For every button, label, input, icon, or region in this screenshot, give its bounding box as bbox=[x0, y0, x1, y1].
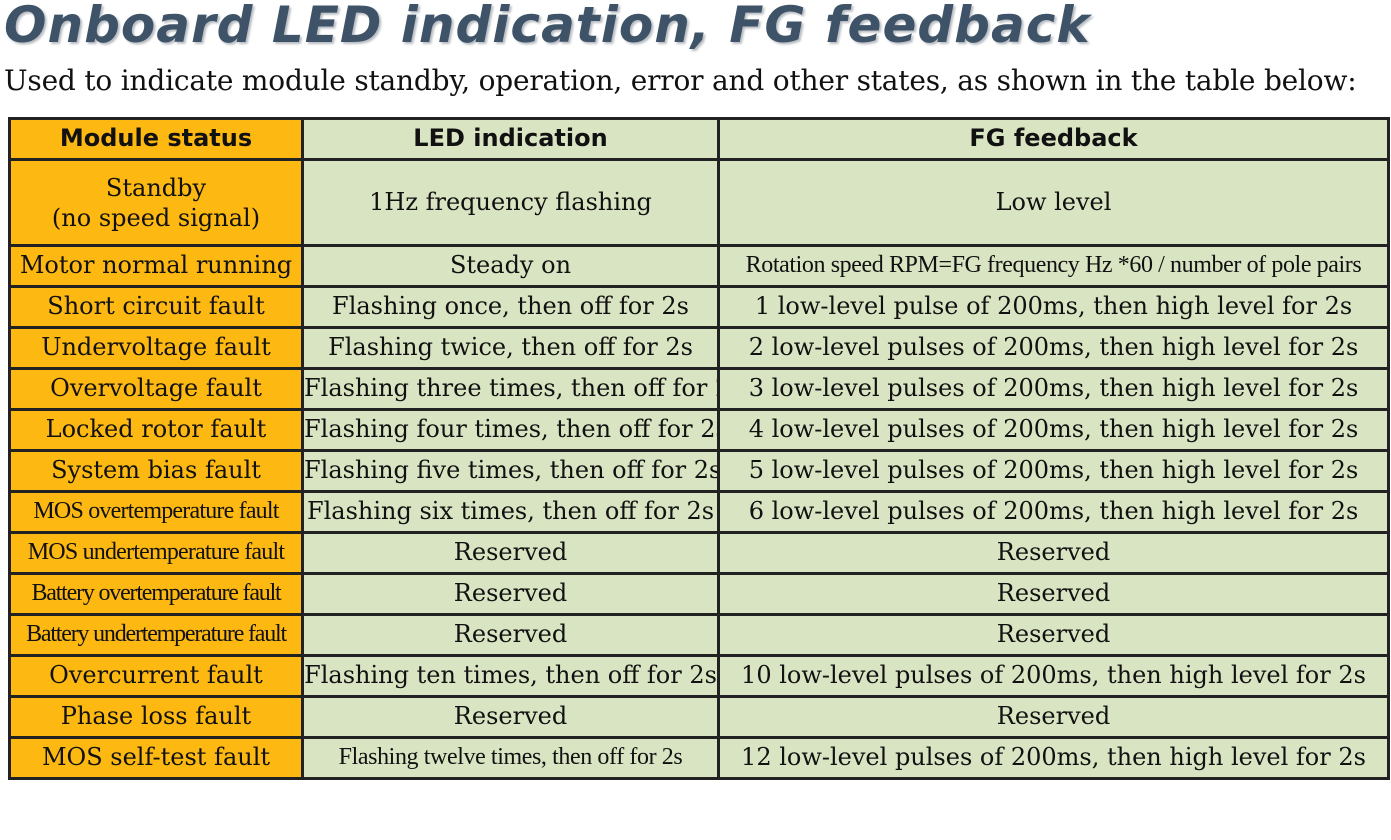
status-cell: Phase loss fault bbox=[8, 695, 304, 739]
led-cell: Flashing four times, then off for 2s bbox=[301, 408, 720, 452]
status-cell: Motor normal running bbox=[8, 244, 304, 288]
fg-cell: 3 low-level pulses of 200ms, then high l… bbox=[717, 367, 1390, 411]
table-row: Short circuit fault Flashing once, then … bbox=[8, 285, 1390, 329]
table-row: MOS undertemperature fault Reserved Rese… bbox=[8, 531, 1390, 575]
fg-cell: Reserved bbox=[717, 572, 1390, 616]
table-header-row: Module status LED indication FG feedback bbox=[8, 117, 1390, 161]
fg-cell: Reserved bbox=[717, 613, 1390, 657]
table-row: Locked rotor fault Flashing four times, … bbox=[8, 408, 1390, 452]
table-row: Undervoltage fault Flashing twice, then … bbox=[8, 326, 1390, 370]
page-title: Onboard LED indication, FG feedback bbox=[4, 0, 1091, 54]
status-cell-content: Standby (no speed signal) bbox=[52, 173, 260, 233]
led-cell: Flashing once, then off for 2s bbox=[301, 285, 720, 329]
fg-cell: Rotation speed RPM=FG frequency Hz *60 /… bbox=[717, 244, 1390, 288]
status-cell: Battery overtemperature fault bbox=[8, 572, 304, 616]
led-cell: Reserved bbox=[301, 613, 720, 657]
led-cell: Reserved bbox=[301, 572, 720, 616]
led-cell: Flashing three times, then off for 2s bbox=[301, 367, 720, 411]
header-module-status: Module status bbox=[8, 117, 304, 161]
status-cell: Short circuit fault bbox=[8, 285, 304, 329]
led-cell: 1Hz frequency flashing bbox=[301, 158, 720, 247]
led-cell: Flashing five times, then off for 2s bbox=[301, 449, 720, 493]
fg-cell: 4 low-level pulses of 200ms, then high l… bbox=[717, 408, 1390, 452]
table-row: MOS self-test fault Flashing twelve time… bbox=[8, 736, 1390, 780]
fg-cell: 2 low-level pulses of 200ms, then high l… bbox=[717, 326, 1390, 370]
header-led-indication: LED indication bbox=[301, 117, 720, 161]
table-row: MOS overtemperature fault Flashing six t… bbox=[8, 490, 1390, 534]
fg-cell: 1 low-level pulse of 200ms, then high le… bbox=[717, 285, 1390, 329]
status-cell: MOS overtemperature fault bbox=[8, 490, 304, 534]
status-line-2: (no speed signal) bbox=[51, 203, 261, 232]
table-row: Overcurrent fault Flashing ten times, th… bbox=[8, 654, 1390, 698]
status-cell: Battery undertemperature fault bbox=[8, 613, 304, 657]
table-row: Standby (no speed signal) 1Hz frequency … bbox=[8, 158, 1390, 247]
fg-cell: 5 low-level pulses of 200ms, then high l… bbox=[717, 449, 1390, 493]
table-row: Phase loss fault Reserved Reserved bbox=[8, 695, 1390, 739]
fg-cell: 12 low-level pulses of 200ms, then high … bbox=[717, 736, 1390, 780]
table-row: System bias fault Flashing five times, t… bbox=[8, 449, 1390, 493]
status-cell: Overvoltage fault bbox=[8, 367, 304, 411]
table-row: Motor normal running Steady on Rotation … bbox=[8, 244, 1390, 288]
fg-cell: 10 low-level pulses of 200ms, then high … bbox=[717, 654, 1390, 698]
table-row: Battery undertemperature fault Reserved … bbox=[8, 613, 1390, 657]
status-cell: Standby (no speed signal) bbox=[8, 158, 304, 247]
table-row: Battery overtemperature fault Reserved R… bbox=[8, 572, 1390, 616]
fg-cell: Low level bbox=[717, 158, 1390, 247]
led-cell: Flashing twelve times, then off for 2s bbox=[301, 736, 720, 780]
status-table: Module status LED indication FG feedback… bbox=[8, 117, 1390, 780]
fg-cell: 6 low-level pulses of 200ms, then high l… bbox=[717, 490, 1390, 534]
led-cell: Flashing six times, then off for 2s bbox=[301, 490, 720, 534]
fg-cell: Reserved bbox=[717, 695, 1390, 739]
status-cell: Locked rotor fault bbox=[8, 408, 304, 452]
page-subtitle: Used to indicate module standby, operati… bbox=[4, 64, 1357, 97]
header-fg-feedback: FG feedback bbox=[717, 117, 1390, 161]
status-cell: Undervoltage fault bbox=[8, 326, 304, 370]
led-cell: Flashing ten times, then off for 2s bbox=[301, 654, 720, 698]
led-cell: Steady on bbox=[301, 244, 720, 288]
fg-cell: Reserved bbox=[717, 531, 1390, 575]
status-line-1: Standby bbox=[105, 173, 207, 202]
table-row: Overvoltage fault Flashing three times, … bbox=[8, 367, 1390, 411]
status-cell: MOS undertemperature fault bbox=[8, 531, 304, 575]
led-cell: Flashing twice, then off for 2s bbox=[301, 326, 720, 370]
status-cell: Overcurrent fault bbox=[8, 654, 304, 698]
led-cell: Reserved bbox=[301, 695, 720, 739]
status-cell: MOS self-test fault bbox=[8, 736, 304, 780]
status-cell: System bias fault bbox=[8, 449, 304, 493]
led-cell: Reserved bbox=[301, 531, 720, 575]
